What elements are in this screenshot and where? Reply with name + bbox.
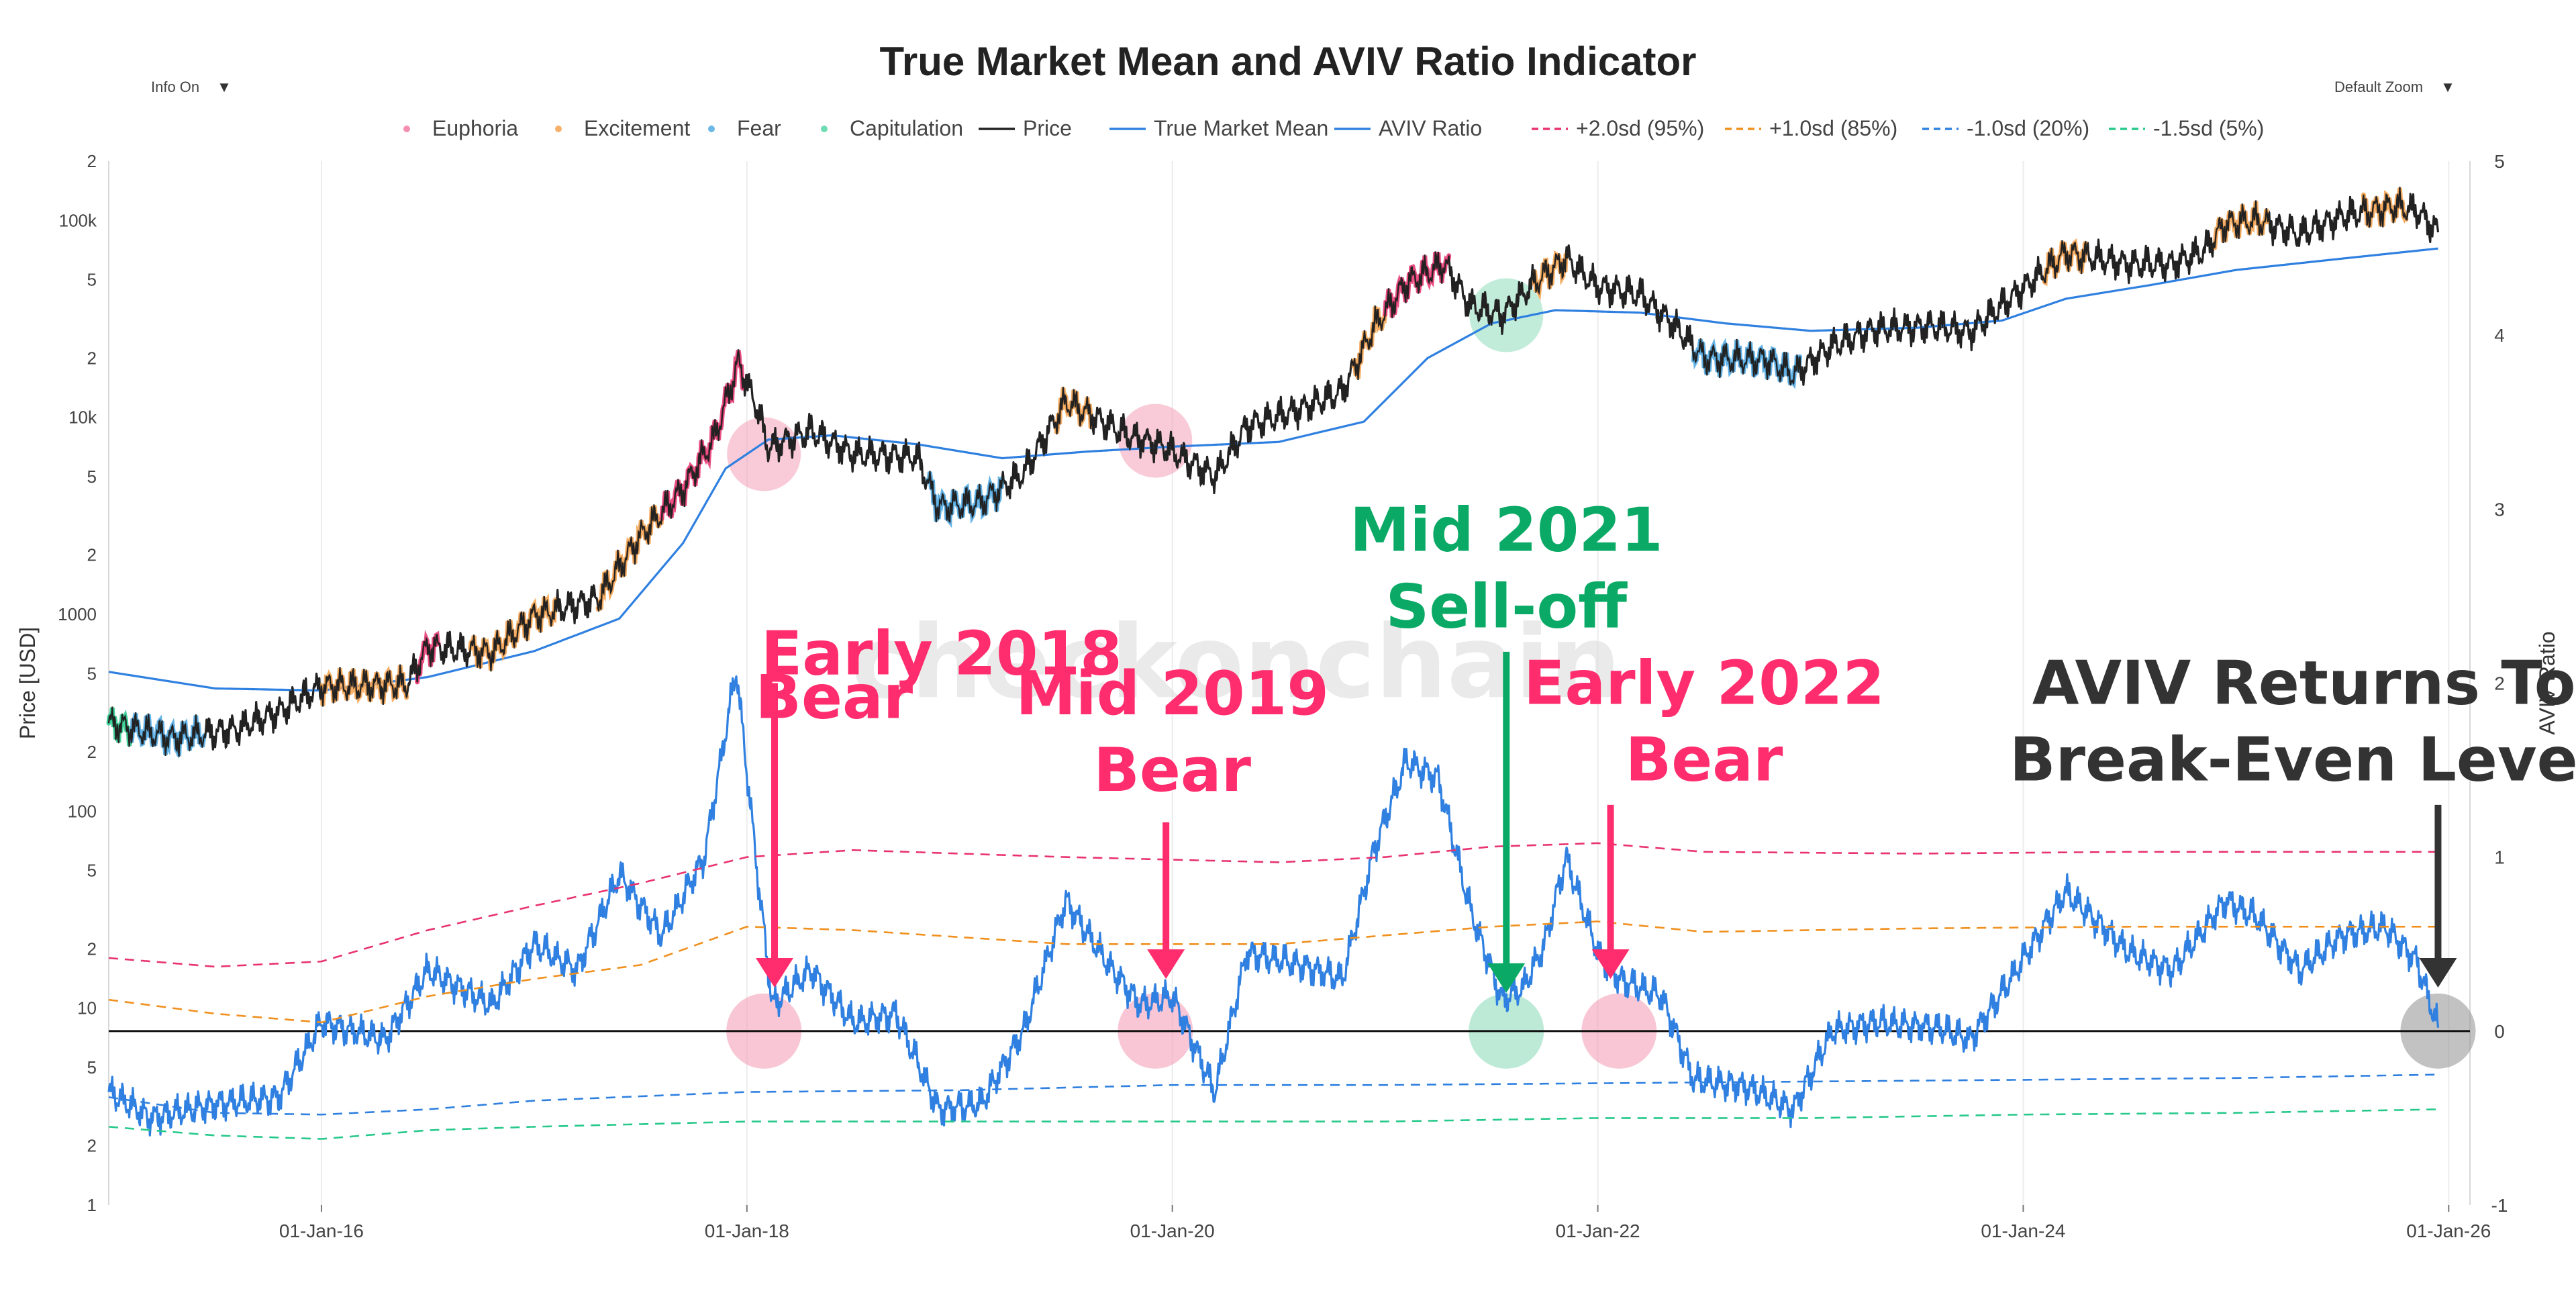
legend-item: -1.0sd (20%) xyxy=(1922,116,2089,140)
legend-item: AVIV Ratio xyxy=(1334,116,1482,140)
annotation-label: Mid 2021 xyxy=(1350,495,1663,566)
legend-item: -1.5sd (5%) xyxy=(2109,116,2264,140)
legend-item: Fear xyxy=(708,116,781,140)
annotation-arrow-head xyxy=(1487,963,1526,993)
y-left-tick-label: 2 xyxy=(87,742,97,762)
legend-label: AVIV Ratio xyxy=(1379,116,1482,140)
legend-item: Euphoria xyxy=(403,116,518,140)
price-line-core xyxy=(107,187,2439,757)
series-line xyxy=(108,842,2438,968)
annotation-label: Bear xyxy=(755,662,913,732)
y-left-tick-label: 5 xyxy=(87,270,97,290)
y-left-tick-label: 2 xyxy=(87,1136,97,1156)
y-left-tick-label: 100k xyxy=(59,210,97,230)
x-tick-label: 01-Jan-24 xyxy=(1981,1220,2065,1241)
y-left-tick-label: 2 xyxy=(87,545,97,565)
annotation-label: Break-Even Level xyxy=(2010,725,2576,796)
legend-label: +1.0sd (85%) xyxy=(1769,116,1897,140)
chevron-down-icon: ▼ xyxy=(217,79,232,95)
legend-swatch-dot xyxy=(821,126,828,132)
legend-item: +1.0sd (85%) xyxy=(1725,116,1897,140)
legend-item: +2.0sd (95%) xyxy=(1532,116,1704,140)
y-right-axis-label: AVIV Ratio xyxy=(2535,631,2559,734)
series-line xyxy=(108,1108,2438,1140)
legend-label: Excitement xyxy=(584,116,690,140)
series-line xyxy=(108,1073,2438,1116)
y-left-tick-label: 1000 xyxy=(58,604,97,624)
legend-item: True Market Mean xyxy=(1109,116,1328,140)
chart-title: True Market Mean and AVIV Ratio Indicato… xyxy=(880,39,1697,84)
y-left-tick-label: 2 xyxy=(87,151,97,171)
zoom-dropdown[interactable]: Default Zoom ▼ xyxy=(2334,70,2455,105)
y-left-tick-label: 10k xyxy=(68,408,97,428)
info-toggle-label: Info On xyxy=(151,79,200,95)
info-toggle-dropdown[interactable]: Info On ▼ xyxy=(151,70,232,105)
annotation-arrow-head xyxy=(1591,949,1630,979)
y-right-tick-label: 4 xyxy=(2494,325,2505,346)
y-right-tick-label: 1 xyxy=(2494,847,2505,868)
annotation-label: AVIV Returns To xyxy=(2032,649,2576,719)
legend-label: True Market Mean xyxy=(1154,116,1328,140)
annotation-label: Bear xyxy=(1626,725,1783,796)
annotation-label: Early 2018 xyxy=(761,619,1122,689)
x-tick-label: 01-Jan-20 xyxy=(1130,1220,1215,1241)
highlight-circle xyxy=(727,417,801,491)
x-tick-label: 01-Jan-18 xyxy=(705,1220,789,1241)
annotation-label: Mid 2019 xyxy=(1015,659,1329,729)
legend-item: Capitulation xyxy=(821,116,963,140)
zoom-label: Default Zoom xyxy=(2334,79,2424,95)
annotation-arrow-head xyxy=(2419,958,2457,988)
annotation-arrow-head xyxy=(1147,949,1185,979)
y-right-tick-label: 2 xyxy=(2494,673,2505,694)
legend-label: -1.5sd (5%) xyxy=(2153,116,2264,140)
y-left-tick-label: 10 xyxy=(77,998,97,1018)
legend-label: Fear xyxy=(737,116,781,140)
x-tick-label: 01-Jan-26 xyxy=(2406,1220,2491,1241)
annotation-label: Early 2022 xyxy=(1524,649,1885,719)
y-right-tick-label: -1 xyxy=(2491,1195,2508,1216)
series-line xyxy=(108,247,2438,692)
y-left-tick-label: 5 xyxy=(87,861,97,881)
watermark: checkonchain xyxy=(851,604,1621,721)
annotation-label: Bear xyxy=(1093,735,1251,806)
legend-label: Euphoria xyxy=(432,116,518,140)
legend-label: Price xyxy=(1023,116,1072,140)
annotation-arrow-head xyxy=(756,958,794,988)
chevron-down-icon: ▼ xyxy=(2440,79,2455,95)
legend-swatch-dot xyxy=(555,126,562,132)
annotation-label: Sell-off xyxy=(1385,572,1628,642)
x-tick-label: 01-Jan-22 xyxy=(1556,1220,1640,1241)
x-tick-label: 01-Jan-16 xyxy=(279,1220,364,1241)
legend-label: -1.0sd (20%) xyxy=(1967,116,2089,140)
y-left-tick-label: 100 xyxy=(68,801,97,821)
legend-item: Price xyxy=(979,116,1072,140)
y-right-tick-label: 5 xyxy=(2494,151,2505,172)
regime-segment xyxy=(595,504,664,612)
legend-label: +2.0sd (95%) xyxy=(1576,116,1704,140)
y-left-tick-label: 1 xyxy=(87,1195,97,1215)
regime-segment xyxy=(659,350,745,522)
series-line xyxy=(108,920,2438,1024)
legend-item: Excitement xyxy=(555,116,690,140)
series-line xyxy=(107,675,2440,1137)
y-left-tick-label: 5 xyxy=(87,1057,97,1078)
y-left-tick-label: 5 xyxy=(87,663,97,683)
legend-label: Capitulation xyxy=(850,116,963,140)
y-left-tick-label: 2 xyxy=(87,348,97,368)
y-right-tick-label: 0 xyxy=(2494,1021,2505,1042)
legend-swatch-dot xyxy=(403,126,410,132)
y-left-axis-label: Price [USD] xyxy=(15,627,40,739)
y-right-tick-label: 3 xyxy=(2494,499,2505,520)
legend-swatch-dot xyxy=(708,126,715,132)
y-left-tick-label: 5 xyxy=(87,467,97,487)
y-left-tick-label: 2 xyxy=(87,939,97,959)
